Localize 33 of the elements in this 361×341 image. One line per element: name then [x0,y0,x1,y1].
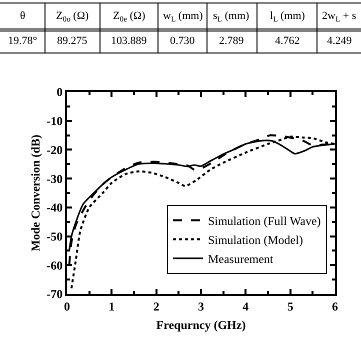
x-tick-label: 5 [287,299,294,314]
x-tick-label: 6 [332,299,338,314]
x-tick-label: 4 [242,299,249,314]
y-tick-label: -70 [46,287,63,302]
text: 89.275 [57,35,88,47]
text: 4.762 [275,35,300,47]
y-tick-label: -20 [46,142,63,157]
text: 4.249 [327,35,352,47]
y-tick-label: 0 [56,85,63,100]
text: Z$_{0e}$ (Ω) [113,10,146,24]
text: 2w$_{L}$ + s [322,10,356,24]
y-tick-label: -10 [46,114,63,128]
text: s$_{L}$ (mm) [213,10,250,24]
y-tick-label: -60 [46,258,63,272]
text: 103.889 [111,35,148,47]
text: θ [20,10,26,22]
text: Z$_{0o}$ (Ω) [56,10,90,24]
y-tick-label: -50 [46,229,63,244]
text: 2.789 [219,35,244,47]
x-tick-label: 2 [153,299,160,314]
x-axis-title: Frequrncy (GHz) [156,318,246,332]
y-tick-label: -30 [46,172,63,186]
text: 19.78° [8,35,38,47]
text: l$_{L}$ (mm) [270,10,306,24]
text: 0.730 [170,35,196,47]
legend-label: Measurement [208,252,274,266]
text: w$_{L}$ (mm) [163,10,204,24]
y-axis-title: Mode Conversion (dB) [28,134,42,252]
x-tick-label: 1 [108,299,115,314]
legend-label: Simulation (Model) [208,232,303,247]
x-tick-label: 3 [198,299,204,314]
legend-label: Simulation (Full Wave) [208,214,321,228]
y-tick-label: -40 [46,200,63,215]
